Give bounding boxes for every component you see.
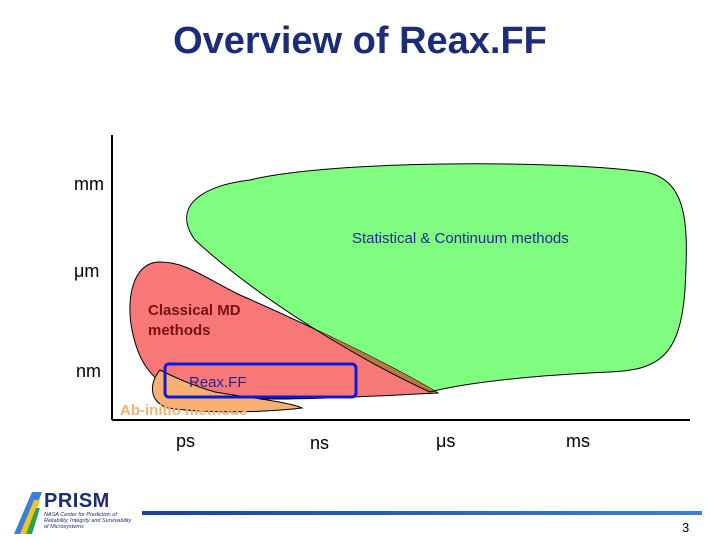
- y-tick-nm: nm: [76, 361, 101, 381]
- x-tick-ps: ps: [176, 431, 195, 451]
- classical-md-label-line1: Classical MD: [148, 302, 241, 319]
- y-tick-um: μm: [74, 261, 99, 281]
- logo-name: PRISM: [44, 490, 110, 512]
- ab-initio-region: [152, 369, 304, 413]
- reaxff-label: Reax.FF: [189, 374, 247, 391]
- y-tick-mm: mm: [74, 174, 104, 194]
- x-tick-us: μs: [436, 431, 455, 451]
- statistical-label: Statistical & Continuum methods: [352, 230, 569, 247]
- classical-md-label-line2: methods: [148, 322, 211, 339]
- reaxff-box: [163, 362, 358, 399]
- footer-bar: [142, 511, 702, 515]
- page-number: 3: [682, 520, 690, 535]
- x-tick-ns: ns: [310, 433, 329, 453]
- ab-initio-label: Ab-initio methods: [120, 402, 248, 419]
- slide-title: Overview of Reax.FF: [173, 20, 547, 62]
- statistical-region: [186, 163, 687, 393]
- prism-logo-icon: [14, 492, 42, 534]
- x-tick-ms: ms: [566, 431, 590, 451]
- logo-tagline: NASA Center for Prediction of Reliabilit…: [44, 512, 132, 530]
